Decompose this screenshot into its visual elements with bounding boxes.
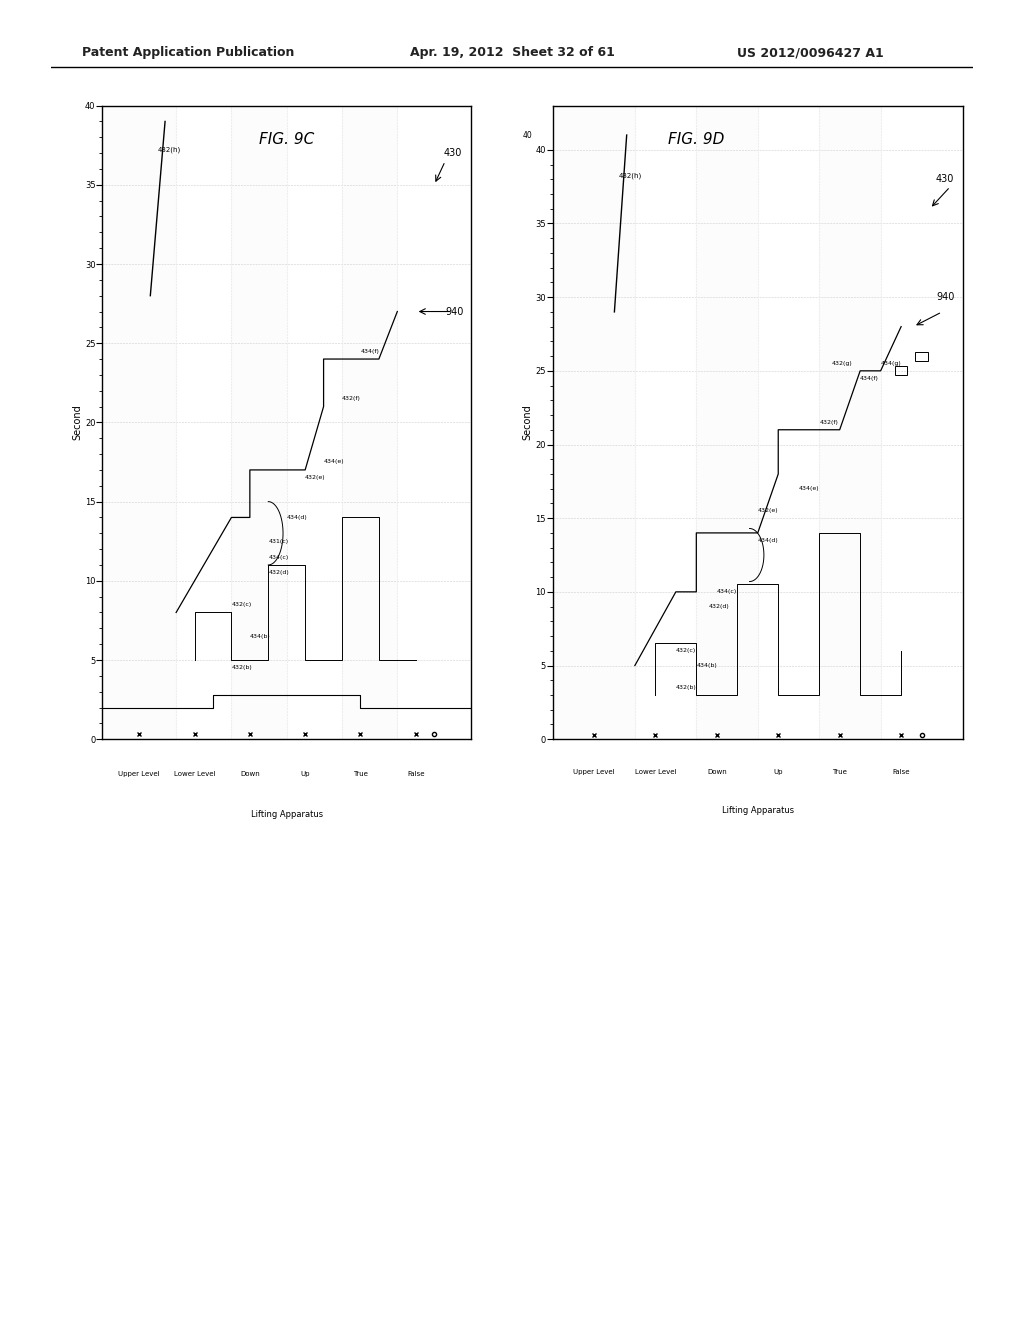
Bar	[758, 106, 819, 739]
Text: 432(c): 432(c)	[231, 602, 252, 607]
Bar	[102, 106, 176, 739]
Text: 432(h): 432(h)	[618, 173, 642, 180]
Text: 434(c): 434(c)	[268, 554, 289, 560]
Text: 432(e): 432(e)	[758, 508, 778, 513]
Text: 434(d): 434(d)	[758, 537, 778, 543]
Text: 432(b): 432(b)	[676, 685, 696, 690]
Text: 432(d): 432(d)	[268, 570, 289, 576]
Text: 432(c): 432(c)	[676, 648, 696, 653]
Text: FIG. 9C: FIG. 9C	[259, 132, 314, 147]
Text: US 2012/0096427 A1: US 2012/0096427 A1	[737, 46, 884, 59]
Bar	[696, 106, 758, 739]
Text: 940: 940	[445, 306, 464, 317]
Text: Lower Level: Lower Level	[174, 771, 215, 777]
Text: Up: Up	[300, 771, 310, 777]
Text: True: True	[353, 771, 368, 777]
Bar	[287, 106, 342, 739]
Text: 432(f): 432(f)	[342, 396, 360, 401]
Text: Down: Down	[707, 768, 727, 775]
Bar	[881, 106, 963, 739]
Text: Lifting Apparatus: Lifting Apparatus	[251, 810, 323, 820]
Text: 434(g): 434(g)	[881, 360, 901, 366]
Text: Upper Level: Upper Level	[573, 768, 614, 775]
Bar	[915, 351, 928, 360]
Text: FIG. 9D: FIG. 9D	[668, 132, 725, 147]
Y-axis label: Second: Second	[522, 404, 532, 441]
Bar	[342, 106, 397, 739]
Text: 434(d): 434(d)	[287, 515, 307, 520]
Bar	[895, 367, 907, 375]
Text: 434(f): 434(f)	[860, 376, 879, 380]
Text: 432(d): 432(d)	[709, 605, 729, 609]
Text: 434(e): 434(e)	[324, 459, 344, 465]
Text: False: False	[892, 768, 910, 775]
Text: 432(e): 432(e)	[305, 475, 326, 480]
Text: 434(b): 434(b)	[250, 634, 270, 639]
Text: 432(h): 432(h)	[158, 147, 181, 153]
Text: 434(b): 434(b)	[696, 663, 717, 668]
Bar	[635, 106, 696, 739]
Text: True: True	[833, 768, 847, 775]
Text: 432(f): 432(f)	[819, 420, 838, 425]
Text: Lifting Apparatus: Lifting Apparatus	[722, 805, 794, 814]
Bar	[819, 106, 881, 739]
Text: False: False	[407, 771, 425, 777]
Text: 434(f): 434(f)	[360, 348, 379, 354]
Text: 40: 40	[522, 131, 532, 140]
Text: 430: 430	[936, 174, 954, 185]
Bar	[231, 106, 287, 739]
Text: 434(c): 434(c)	[717, 589, 737, 594]
Text: Lower Level: Lower Level	[635, 768, 676, 775]
Text: 430: 430	[443, 148, 462, 158]
Text: Up: Up	[773, 768, 783, 775]
Bar	[397, 106, 471, 739]
Bar	[553, 106, 635, 739]
Text: Apr. 19, 2012  Sheet 32 of 61: Apr. 19, 2012 Sheet 32 of 61	[410, 46, 614, 59]
Y-axis label: Second: Second	[72, 404, 82, 441]
Text: Upper Level: Upper Level	[119, 771, 160, 777]
Text: 434(e): 434(e)	[799, 486, 819, 491]
Text: 432(b): 432(b)	[231, 665, 252, 671]
Bar	[176, 106, 231, 739]
Text: 432(g): 432(g)	[831, 360, 852, 366]
Text: 431(c): 431(c)	[268, 539, 289, 544]
Text: Patent Application Publication: Patent Application Publication	[82, 46, 294, 59]
Text: Down: Down	[240, 771, 260, 777]
Text: 940: 940	[936, 292, 954, 302]
